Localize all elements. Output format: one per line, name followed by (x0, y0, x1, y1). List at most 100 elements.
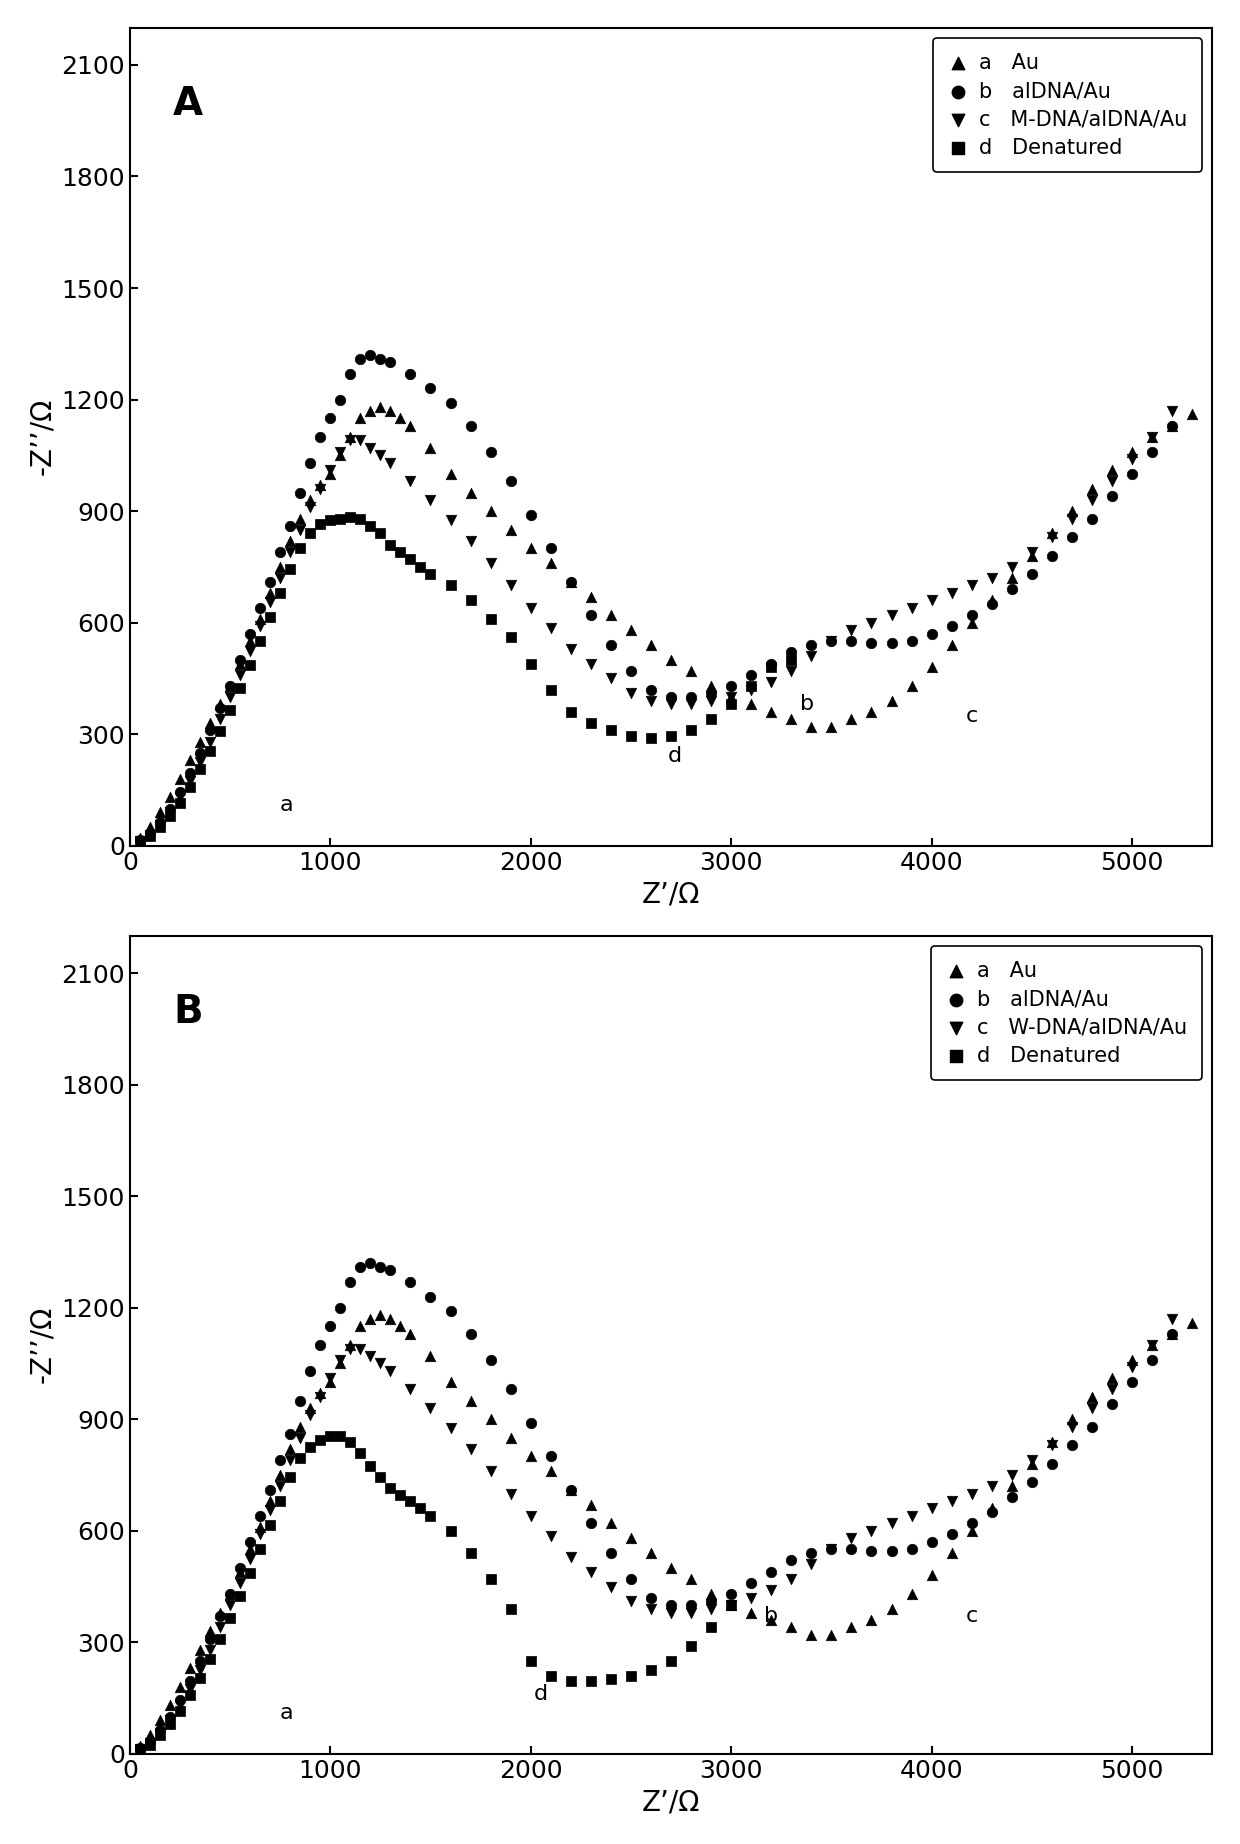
Point (882, 686, 901, 715)
Point (681, 1632, 701, 1661)
Point (1002, 1460, 1022, 1490)
Point (300, 492, 320, 522)
Text: b: b (764, 1606, 779, 1626)
Point (150, 1720, 170, 1750)
Point (921, 1560, 941, 1590)
Point (341, 422, 361, 452)
Point (641, 723, 661, 752)
Point (381, 448, 401, 478)
Point (190, 1636, 210, 1665)
Point (460, 526, 480, 555)
Point (260, 1486, 280, 1516)
Point (260, 1510, 280, 1540)
Point (1102, 1390, 1122, 1420)
Point (1002, 562, 1022, 592)
Point (440, 459, 460, 489)
Point (941, 612, 961, 642)
Point (661, 1553, 681, 1582)
Point (290, 1444, 310, 1473)
Point (481, 496, 501, 526)
Point (481, 1564, 501, 1593)
Point (300, 1433, 320, 1462)
Point (1022, 540, 1042, 570)
Point (862, 1536, 882, 1566)
Text: d: d (533, 1684, 548, 1704)
Point (560, 1542, 580, 1571)
Point (221, 682, 241, 712)
Point (501, 514, 521, 544)
Point (560, 634, 580, 664)
Point (351, 503, 371, 533)
Point (641, 1538, 661, 1567)
Point (180, 1674, 200, 1704)
Point (210, 1614, 229, 1643)
Point (140, 822, 160, 852)
Point (250, 1534, 270, 1564)
Point (221, 695, 241, 725)
Point (982, 590, 1002, 620)
Point (190, 1663, 210, 1693)
Point (601, 631, 621, 660)
Point (190, 747, 210, 776)
Point (541, 614, 560, 644)
Point (170, 763, 190, 793)
Point (381, 1256, 401, 1285)
Point (330, 503, 350, 533)
Y-axis label: -Z’’/Ω: -Z’’/Ω (27, 1306, 56, 1383)
Point (722, 682, 742, 712)
Point (310, 1425, 330, 1455)
Point (601, 664, 621, 693)
Text: d: d (668, 747, 682, 767)
Point (130, 1733, 150, 1763)
Point (460, 478, 480, 507)
Point (882, 601, 901, 631)
Point (401, 360, 420, 389)
Point (722, 1590, 742, 1619)
Point (742, 675, 761, 704)
Point (260, 1495, 280, 1525)
Point (941, 579, 961, 609)
Point (160, 1702, 180, 1732)
Point (982, 1472, 1002, 1501)
Point (210, 1625, 229, 1654)
Point (621, 1661, 641, 1691)
Point (351, 1252, 371, 1282)
Point (190, 754, 210, 784)
Text: c: c (966, 706, 978, 725)
Point (681, 1564, 701, 1593)
Point (501, 1376, 521, 1405)
Point (180, 1680, 200, 1709)
Point (270, 579, 290, 609)
Point (341, 1333, 361, 1363)
Point (320, 1311, 340, 1341)
Point (241, 1543, 260, 1573)
Point (722, 671, 742, 701)
Point (1022, 1468, 1042, 1497)
Point (290, 478, 310, 507)
Point (1142, 422, 1162, 452)
Point (1022, 1446, 1042, 1475)
Point (310, 470, 330, 500)
Point (641, 686, 661, 715)
Point (901, 627, 921, 656)
Point (722, 682, 742, 712)
Point (681, 1597, 701, 1626)
Point (351, 426, 371, 455)
Point (330, 441, 350, 470)
Point (460, 1538, 480, 1567)
Point (270, 1446, 290, 1475)
Point (280, 511, 300, 540)
Point (742, 1597, 761, 1626)
Point (190, 738, 210, 767)
Point (681, 690, 701, 719)
Point (601, 1508, 621, 1538)
Point (1142, 422, 1162, 452)
Point (130, 1735, 150, 1765)
Point (882, 1536, 901, 1566)
Point (1102, 1376, 1122, 1405)
Point (391, 1311, 410, 1341)
Point (661, 721, 681, 751)
Point (200, 736, 219, 765)
Point (521, 1647, 541, 1676)
Point (1022, 1449, 1042, 1479)
